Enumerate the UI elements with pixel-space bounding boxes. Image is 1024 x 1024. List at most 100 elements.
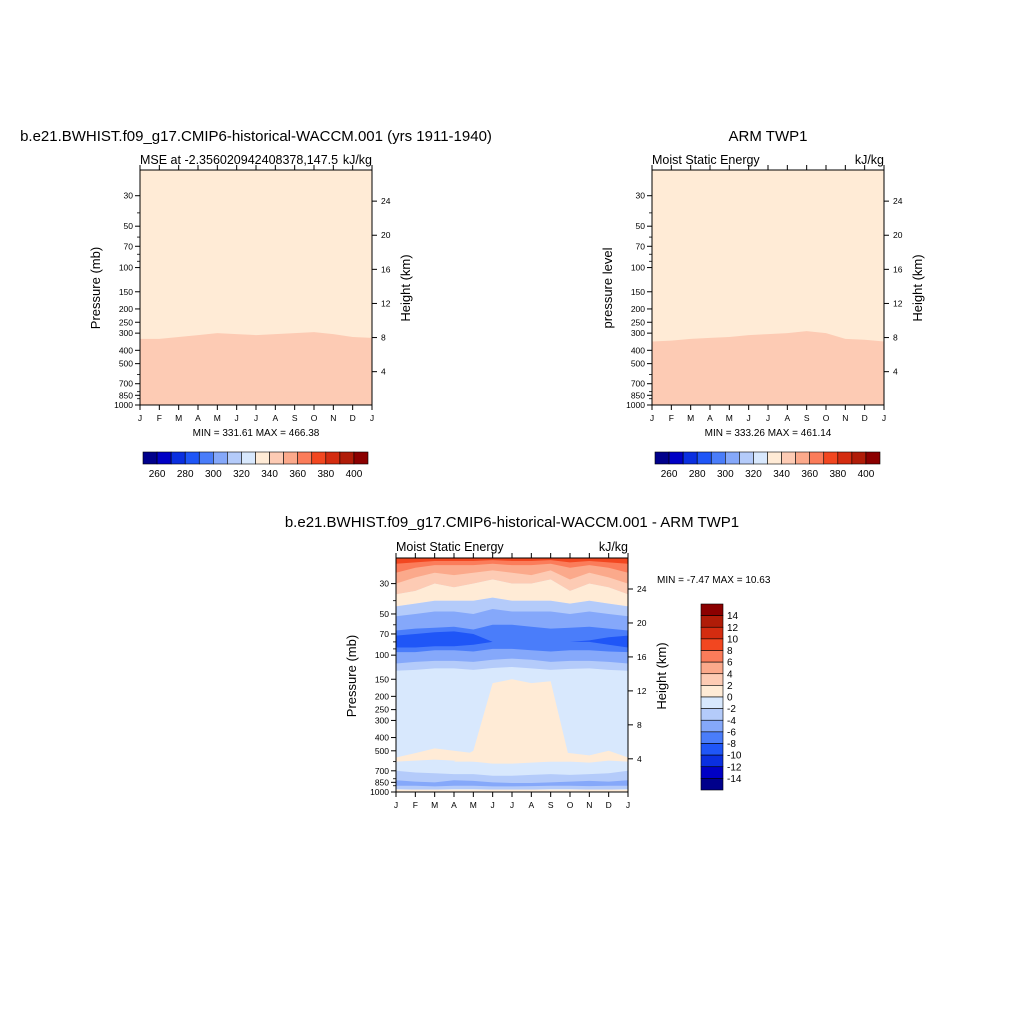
model-colorbar-label: 300 <box>205 469 222 480</box>
panel-model-ylabel-right: Height (km) <box>398 254 413 321</box>
diff-colorbar-box <box>700 743 724 756</box>
model-colorbar-box <box>170 451 186 465</box>
model-y-tick-label: 300 <box>119 328 133 338</box>
panel-diff-left-string: Moist Static Energy <box>396 540 504 554</box>
model-colorbar-label: 360 <box>289 469 306 480</box>
model-colorbar-box <box>269 451 284 465</box>
model-y-tick-label: 250 <box>119 317 133 327</box>
obs-colorbar-box <box>753 451 768 465</box>
model-colorbar-label: 320 <box>233 469 250 480</box>
obs-colorbar-label: 400 <box>858 469 875 480</box>
diff-y-tick-label: 300 <box>375 715 389 725</box>
model-colorbar-box <box>241 451 256 465</box>
obs-y-tick-label: 850 <box>631 390 645 400</box>
obs-x-tick-label: O <box>823 413 830 423</box>
diff-colorbar-box <box>700 719 724 733</box>
diff-x-tick-label: N <box>586 800 592 810</box>
model-x-tick-label: J <box>254 413 258 423</box>
diff-y-tick-label: 50 <box>380 609 390 619</box>
obs-colorbar-box <box>795 451 810 465</box>
diff-y2-tick-label: 4 <box>637 754 642 764</box>
diff-colorbar-box <box>700 731 724 744</box>
diff-y-tick-label: 850 <box>375 777 389 787</box>
model-y-tick-label: 500 <box>119 359 133 369</box>
diff-y-tick-label: 150 <box>375 674 389 684</box>
model-x-tick-label: N <box>330 413 336 423</box>
diff-colorbar-label: -14 <box>727 774 742 785</box>
obs-colorbar-box <box>668 451 684 465</box>
diff-y-tick-label: 400 <box>375 733 389 743</box>
model-colorbar-box <box>353 451 369 465</box>
obs-x-tick-label: M <box>687 413 694 423</box>
diff-x-tick-label: A <box>451 800 457 810</box>
diff-contour-upper-zero <box>396 579 628 607</box>
diff-colorbar-label: 0 <box>727 693 733 704</box>
obs-x-tick-label: M <box>726 413 733 423</box>
panel-model-colorbar: 260 280 300 320 340 360 380 400 <box>142 451 369 480</box>
diff-colorbar-label: 2 <box>727 681 733 692</box>
diff-y2-tick-label: 24 <box>637 584 647 594</box>
diff-colorbar-box <box>700 638 724 651</box>
model-y-tick-label: 1000 <box>114 400 133 410</box>
model-colorbar-label: 280 <box>177 469 194 480</box>
model-y-tick-label: 150 <box>119 287 133 297</box>
obs-colorbar-box <box>696 451 712 465</box>
obs-x-tick-label: S <box>804 413 810 423</box>
obs-y2-tick-label: 8 <box>893 333 898 343</box>
panel-diff-units: kJ/kg <box>599 540 628 554</box>
diff-y-tick-label: 200 <box>375 691 389 701</box>
diff-colorbar-box <box>700 696 724 709</box>
model-x-tick-label: A <box>195 413 201 423</box>
obs-x-tick-label: D <box>862 413 868 423</box>
obs-contour-surface <box>652 395 884 405</box>
diff-colorbar-box <box>700 650 724 663</box>
diff-y-tick-label: 1000 <box>370 787 389 797</box>
obs-colorbar-label: 380 <box>829 469 846 480</box>
obs-y-tick-label: 300 <box>631 328 645 338</box>
diff-x-tick-label: O <box>567 800 574 810</box>
diff-y2-tick-label: 8 <box>637 720 642 730</box>
diff-colorbar-label: -4 <box>727 716 736 727</box>
obs-y2-tick-label: 16 <box>893 264 903 274</box>
diff-x-tick-label: J <box>491 800 495 810</box>
diff-contour-surface <box>396 789 628 792</box>
model-colorbar-label: 400 <box>346 469 363 480</box>
model-contour-surface <box>140 397 372 405</box>
model-colorbar-box <box>198 451 214 465</box>
model-y2-tick-label: 4 <box>381 367 386 377</box>
panel-obs-ylabel: pressure level <box>600 247 615 328</box>
panel-obs-units: kJ/kg <box>855 153 884 167</box>
diff-colorbar-box <box>700 603 724 616</box>
panel-model-plot-area <box>140 170 372 405</box>
model-y-tick-label: 700 <box>119 379 133 389</box>
diff-x-tick-label: J <box>394 800 398 810</box>
diff-colorbar-label: 8 <box>727 646 733 657</box>
panel-diff-plot-area <box>396 558 628 792</box>
obs-y-tick-label: 100 <box>631 263 645 273</box>
obs-x-tick-label: N <box>842 413 848 423</box>
diff-colorbar-box <box>700 754 724 768</box>
diff-x-tick-label: S <box>548 800 554 810</box>
obs-y-tick-label: 30 <box>636 191 646 201</box>
model-y2-tick-label: 12 <box>381 298 391 308</box>
model-y2-tick-label: 8 <box>381 333 386 343</box>
panel-model-title: b.e21.BWHIST.f09_g17.CMIP6-historical-WA… <box>20 128 492 145</box>
obs-y-tick-label: 500 <box>631 359 645 369</box>
panel-diff-ylabel: Pressure (mb) <box>344 635 359 717</box>
obs-colorbar-label: 280 <box>689 469 706 480</box>
diff-y-tick-label: 30 <box>380 579 390 589</box>
panel-obs-title: ARM TWP1 <box>729 128 808 145</box>
diff-x-tick-label: J <box>626 800 630 810</box>
obs-x-tick-label: A <box>784 413 790 423</box>
diff-colorbar-box <box>700 615 724 628</box>
obs-colorbar-label: 300 <box>717 469 734 480</box>
obs-contour-band-7 <box>652 170 884 342</box>
obs-colorbar-box <box>851 451 867 465</box>
obs-colorbar-label: 340 <box>773 469 790 480</box>
obs-y-tick-label: 400 <box>631 345 645 355</box>
diff-colorbar-box <box>700 661 724 675</box>
obs-y2-tick-label: 12 <box>893 298 903 308</box>
obs-colorbar-box <box>725 451 740 465</box>
diff-colorbar-label: 14 <box>727 611 739 622</box>
model-x-tick-label: M <box>214 413 221 423</box>
